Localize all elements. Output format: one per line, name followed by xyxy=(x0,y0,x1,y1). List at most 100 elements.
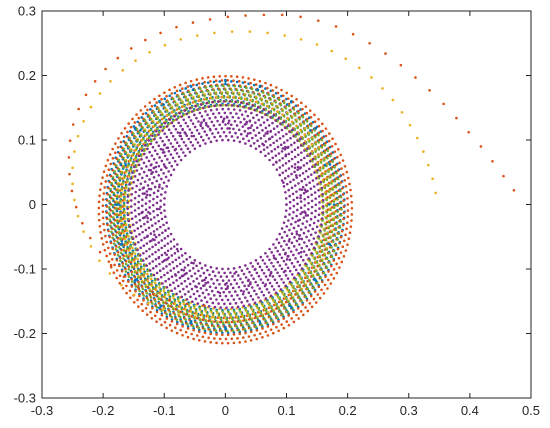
band-4-point xyxy=(303,241,306,244)
band-4-point xyxy=(244,142,247,145)
band-3-point xyxy=(268,303,271,307)
band-4-point xyxy=(154,250,157,254)
band-4-point xyxy=(310,242,313,246)
series-2-point xyxy=(344,57,348,61)
band-2-point xyxy=(136,257,139,261)
band-3-point xyxy=(173,313,177,316)
band-4-point xyxy=(294,268,298,272)
band-1-point xyxy=(153,97,156,101)
series-3-point xyxy=(163,165,167,168)
band-3-point xyxy=(260,98,263,102)
band-4-point xyxy=(217,271,221,274)
band-4-point xyxy=(307,201,310,205)
band-3-point xyxy=(330,255,334,259)
band-4-point xyxy=(197,269,200,273)
band-3-point xyxy=(194,100,197,104)
band-4-point xyxy=(210,120,214,124)
band-4-point xyxy=(152,230,156,233)
band-4-point xyxy=(232,127,235,131)
band-4-point xyxy=(234,131,237,135)
band-4-point xyxy=(187,290,190,293)
band-1-point xyxy=(298,289,302,292)
band-3-point xyxy=(192,304,196,308)
band-1-point xyxy=(306,280,309,283)
band-3-point xyxy=(255,304,258,308)
band-1-point xyxy=(232,341,236,345)
band-4-point xyxy=(290,273,294,276)
band-3-point xyxy=(236,100,239,104)
band-4-point xyxy=(139,182,143,186)
band-4-point xyxy=(300,179,304,183)
band-4-point xyxy=(143,144,147,147)
band-3-point xyxy=(165,110,169,113)
band-4-point xyxy=(259,299,262,303)
band-3-point xyxy=(188,102,192,106)
band-3-point xyxy=(257,308,261,311)
band-3-point xyxy=(208,316,211,320)
band-4-point xyxy=(172,267,176,270)
band-4-point xyxy=(175,152,179,155)
series-3-point xyxy=(299,196,302,200)
band-1-point xyxy=(336,155,339,159)
band-4-point xyxy=(196,302,200,305)
band-1-point xyxy=(179,328,182,332)
band-4-point xyxy=(297,182,300,185)
band-3-point xyxy=(239,320,242,324)
band-3-point xyxy=(318,264,321,268)
band-3-point xyxy=(246,323,250,326)
band-4-point xyxy=(254,280,257,284)
band-4-point xyxy=(229,123,233,127)
band-3-point xyxy=(312,286,316,290)
band-3-point xyxy=(212,325,215,328)
band-1-point xyxy=(168,323,172,327)
band-2-point xyxy=(135,265,139,268)
band-4-point xyxy=(183,293,187,296)
band-4-point xyxy=(213,294,216,297)
band-4-point xyxy=(292,253,295,257)
series-3-point xyxy=(190,134,194,138)
band-3-point xyxy=(310,263,314,266)
band-4-point xyxy=(310,251,313,255)
band-4-point xyxy=(133,243,137,246)
band-4-point xyxy=(189,140,193,144)
band-1-point xyxy=(124,259,128,263)
band-3-point xyxy=(112,222,116,225)
band-1-point xyxy=(110,227,114,230)
band-3-point xyxy=(170,106,174,110)
band-3-point xyxy=(203,308,207,311)
band-4-point xyxy=(213,135,216,139)
band-3-point xyxy=(325,178,329,182)
band-4-point xyxy=(243,129,247,133)
band-1-point xyxy=(158,94,161,98)
band-4-point xyxy=(211,132,214,135)
band-1-point xyxy=(113,263,116,267)
band-4-point xyxy=(299,144,303,147)
band-3-point xyxy=(144,141,147,144)
band-3-point xyxy=(311,152,314,156)
band-4-point xyxy=(283,239,286,243)
band-3-point xyxy=(120,223,123,227)
series-1-point xyxy=(203,304,206,308)
band-3-point xyxy=(153,135,157,138)
band-1-point xyxy=(342,217,345,221)
band-3-point xyxy=(269,98,272,101)
band-1-point xyxy=(197,339,201,342)
band-3-point xyxy=(229,88,233,92)
series-0-point xyxy=(224,82,227,86)
band-1-point xyxy=(348,231,352,234)
band-3-point xyxy=(135,127,139,131)
band-3-point xyxy=(326,149,330,152)
band-4-point xyxy=(313,191,317,194)
band-4-point xyxy=(169,232,173,236)
band-4-point xyxy=(149,142,153,146)
band-3-point xyxy=(260,302,264,306)
band-1-point xyxy=(192,328,195,332)
band-4-point xyxy=(165,265,168,268)
band-4-point xyxy=(176,163,179,166)
band-3-point xyxy=(320,225,323,228)
band-3-point xyxy=(228,96,232,99)
band-3-point xyxy=(323,229,326,232)
band-4-point xyxy=(174,128,178,131)
band-3-point xyxy=(140,145,144,149)
band-3-point xyxy=(303,273,307,276)
